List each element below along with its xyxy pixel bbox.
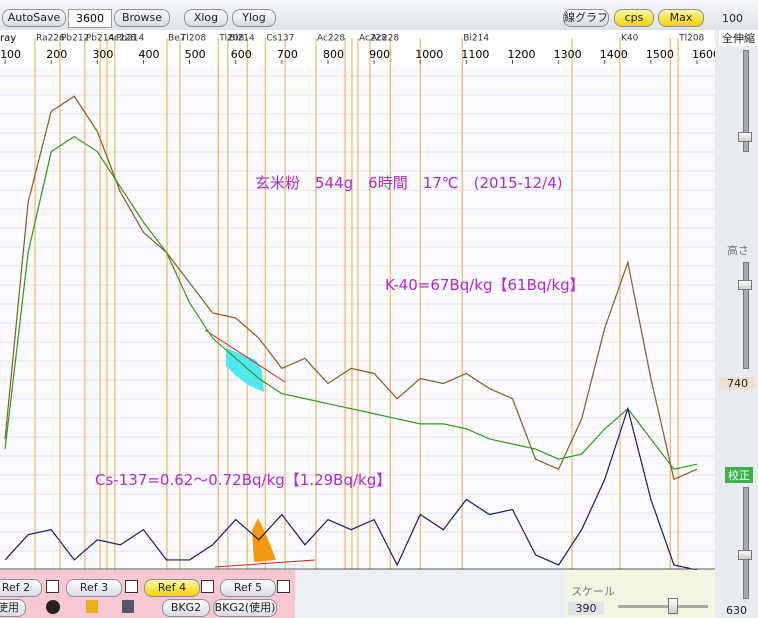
- scale-label: スケール: [571, 585, 615, 598]
- title-annotation: 玄米粉 544g 6時間 17℃ (2015-12/4): [255, 174, 563, 192]
- spectrum-line: [4, 135, 698, 470]
- bkg2-button[interactable]: BKG2: [162, 599, 210, 617]
- x-tick-label: 1300: [554, 48, 582, 61]
- paw-icon[interactable]: [46, 600, 60, 614]
- zoom-slider-knob[interactable]: [738, 132, 752, 142]
- calibrate-slider[interactable]: [743, 487, 749, 599]
- x-tick-label: 900: [369, 48, 390, 61]
- x-tick-label: 1500: [646, 48, 674, 61]
- net-baseline-line: [214, 559, 316, 568]
- cps-button[interactable]: cps: [614, 9, 654, 27]
- top-value: 100: [722, 12, 743, 25]
- right-panel: [715, 30, 758, 618]
- isotope-label: Bi214: [463, 34, 489, 44]
- calibrate-value: 630: [726, 604, 747, 617]
- x-tick-label: 1400: [600, 48, 628, 61]
- ylog-button[interactable]: Ylog: [232, 9, 276, 27]
- isotope-label: Pb214: [86, 34, 115, 44]
- ref4-checkbox[interactable]: [201, 580, 214, 593]
- isotope-label: Pb212: [61, 34, 89, 44]
- cs137-peak-fill: [226, 348, 264, 392]
- height-label: 高さ: [727, 244, 749, 257]
- net-peak-fill: [252, 518, 276, 562]
- calibrate-slider-knob[interactable]: [738, 550, 752, 560]
- isotope-label: Tl208: [678, 34, 704, 44]
- xlog-button[interactable]: Xlog: [184, 9, 228, 27]
- autosave-button[interactable]: AutoSave: [2, 9, 66, 27]
- x-tick-label: 1100: [461, 48, 489, 61]
- calibrate-label[interactable]: 校正: [725, 467, 753, 483]
- ref4-button[interactable]: Ref 4: [144, 579, 200, 597]
- spectrum-line: [4, 406, 698, 570]
- isotope-label: Ac228: [359, 34, 387, 44]
- x-ray-label: ray: [0, 33, 16, 44]
- line-graph-button[interactable]: 線グラフ: [563, 9, 609, 27]
- scale-slider-knob[interactable]: [668, 598, 678, 614]
- isotope-label: Pb214: [116, 34, 145, 44]
- x-tick-label: 200: [46, 48, 67, 61]
- baseline-line: [204, 329, 286, 383]
- clipboard-icon[interactable]: [122, 600, 134, 613]
- height-value: 740: [719, 377, 756, 390]
- use-button[interactable]: 使用: [0, 599, 26, 617]
- isotope-label: Cs137: [266, 34, 294, 44]
- height-slider[interactable]: [743, 262, 749, 369]
- x-tick-label: 400: [138, 48, 159, 61]
- isotope-label: K40: [621, 34, 639, 44]
- x-tick-label: 500: [185, 48, 206, 61]
- isotope-lines: [34, 38, 679, 570]
- height-slider-knob[interactable]: [738, 280, 752, 290]
- isotope-label: Ra226: [36, 34, 65, 44]
- cs137-annotation: Cs-137=0.62～0.72Bq/kg【1.29Bq/kg】: [95, 471, 392, 489]
- isotope-label: Ac228: [108, 34, 136, 44]
- ref5-button[interactable]: Ref 5: [220, 579, 276, 597]
- isotope-label: Tl208: [218, 34, 244, 44]
- scale-slider[interactable]: [618, 605, 708, 608]
- max-button[interactable]: Max: [658, 9, 704, 27]
- ref3-checkbox[interactable]: [125, 580, 138, 593]
- ref5-checkbox[interactable]: [277, 580, 290, 593]
- browse-button[interactable]: Browse: [114, 9, 170, 27]
- x-tick-label: 100: [0, 48, 21, 61]
- zoom-slider[interactable]: [743, 50, 749, 152]
- ref3-button[interactable]: Ref 3: [66, 579, 122, 597]
- x-tick-label: 1000: [415, 48, 443, 61]
- isotope-label: Bi214: [229, 34, 255, 44]
- lock-icon[interactable]: [86, 600, 98, 613]
- k40-annotation: K-40=67Bq/kg【61Bq/kg】: [385, 276, 585, 294]
- isotope-label: Ac228: [317, 34, 345, 44]
- x-tick-label: 1600: [692, 48, 715, 61]
- x-tick-label: 300: [92, 48, 113, 61]
- scale-value: 390: [568, 602, 604, 615]
- time-input[interactable]: 3600: [68, 9, 112, 28]
- ref2-button[interactable]: Ref 2: [0, 579, 42, 597]
- isotope-label: Ac228: [371, 34, 399, 44]
- x-tick-label: 600: [231, 48, 252, 61]
- isotope-label: Be7: [168, 34, 185, 44]
- spectrum-chart: ray 100 200 300 400 500 600 700 800 900 1000 1100 1…: [0, 30, 715, 570]
- x-tick-label: 1200: [507, 48, 535, 61]
- bkg2-use-button[interactable]: BKG2(使用): [213, 599, 277, 617]
- x-tick-label: 800: [323, 48, 344, 61]
- x-tick-label: 700: [277, 48, 298, 61]
- isotope-label: Tl208: [180, 34, 206, 44]
- series-group: [4, 95, 698, 570]
- ref2-checkbox[interactable]: [46, 580, 59, 593]
- zoom-all-label: 全伸縮: [719, 30, 758, 46]
- spectrum-line: [4, 95, 698, 481]
